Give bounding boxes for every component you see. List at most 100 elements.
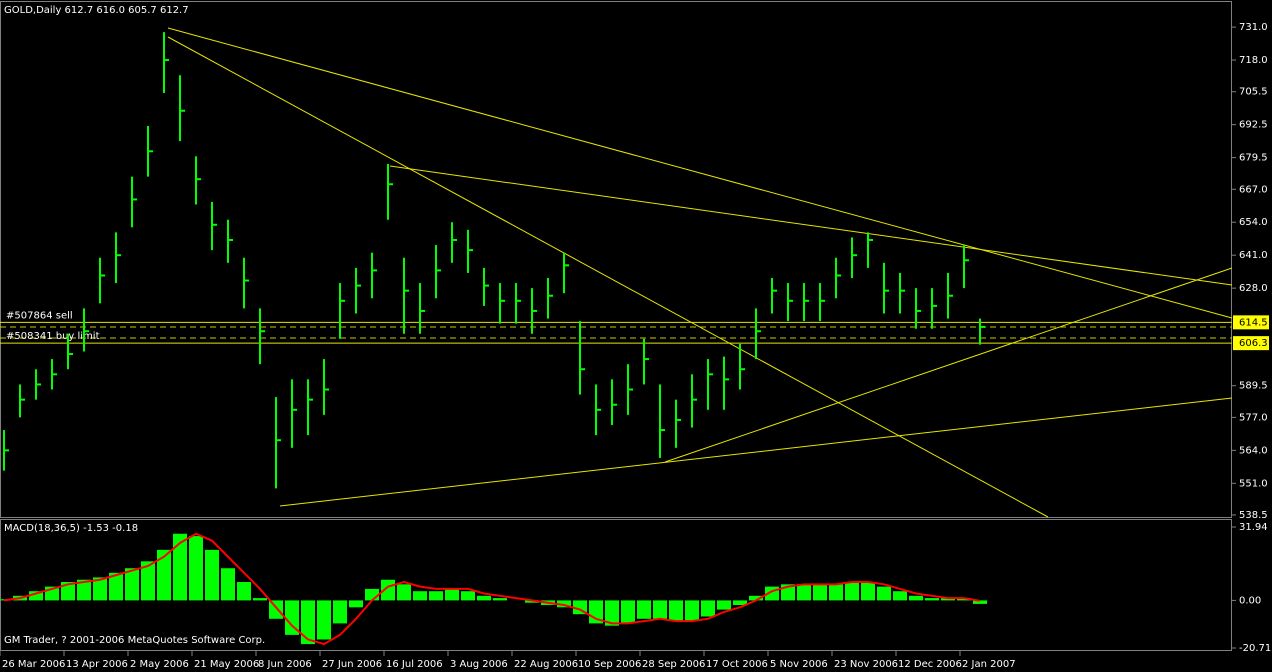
y-tick-label: 538.5	[1239, 510, 1268, 521]
histogram-bar	[77, 579, 91, 601]
y-tick-label: 0.00	[1239, 595, 1261, 606]
macd-title: MACD(18,36,5) -1.53 -0.18	[4, 523, 138, 534]
histogram-bar	[557, 600, 571, 608]
histogram-bar	[669, 600, 683, 622]
chart-title: GOLD,Daily 612.7 616.0 605.7 612.7	[4, 5, 189, 16]
histogram-bar	[829, 584, 843, 601]
histogram-bar	[413, 591, 427, 601]
histogram-bar	[461, 591, 475, 601]
histogram-bar	[333, 600, 347, 624]
y-tick-label: 31.94	[1239, 522, 1268, 533]
histogram-bar	[797, 584, 811, 601]
y-tick-label: 692.5	[1239, 120, 1268, 131]
x-tick-label: 27 Jun 2006	[322, 659, 382, 670]
histogram-bar	[141, 561, 155, 601]
y-tick-label: 564.0	[1239, 445, 1268, 456]
trend-line	[279, 397, 1233, 507]
y-tick-label: 654.0	[1239, 217, 1268, 228]
histogram-bar	[957, 598, 971, 601]
histogram-bar	[653, 600, 667, 619]
y-tick-label: 589.5	[1239, 381, 1268, 392]
x-tick-label: 8 Jun 2006	[258, 659, 312, 670]
macd-panel	[0, 519, 1232, 651]
price-box	[1233, 336, 1269, 351]
histogram-bar	[861, 582, 875, 601]
x-tick-label: 22 Aug 2006	[514, 659, 578, 670]
y-tick-label: 679.5	[1239, 153, 1268, 164]
histogram-bar	[637, 600, 651, 619]
histogram-bar	[925, 598, 939, 601]
histogram-bar	[813, 584, 827, 601]
histogram-bar	[109, 572, 123, 601]
histogram-bar	[189, 536, 203, 601]
histogram-bar	[317, 600, 331, 640]
histogram-bar	[285, 600, 299, 635]
histogram-bar	[685, 600, 699, 622]
histogram-bar	[301, 600, 315, 645]
histogram-bar	[445, 588, 459, 601]
histogram-bar	[701, 600, 715, 617]
x-tick-label: 21 May 2006	[194, 659, 259, 670]
histogram-bar	[253, 598, 267, 601]
histogram-bar	[237, 582, 251, 601]
histogram-bar	[365, 588, 379, 601]
histogram-bar	[733, 600, 747, 606]
x-tick-label: 23 Nov 2006	[834, 659, 898, 670]
histogram-bar	[621, 600, 635, 624]
trend-line	[167, 27, 1233, 319]
histogram-bar	[349, 600, 363, 608]
y-tick-label: 577.0	[1239, 412, 1268, 423]
y-tick-label: -20.71	[1239, 643, 1271, 654]
histogram-bar	[477, 595, 491, 601]
x-tick-label: 10 Sep 2006	[578, 659, 641, 670]
histogram-bar	[749, 595, 763, 601]
trend-line	[389, 165, 1233, 286]
x-tick-label: 26 Mar 2006	[2, 659, 65, 670]
x-tick-label: 16 Jul 2006	[386, 659, 443, 670]
histogram-bar	[525, 600, 539, 603]
price-box	[1233, 315, 1269, 330]
histogram-bar	[429, 591, 443, 601]
trend-line	[167, 36, 1049, 518]
histogram-bar	[125, 568, 139, 601]
histogram-bar	[605, 600, 619, 626]
histogram-bar	[973, 600, 987, 604]
histogram-bar	[269, 600, 283, 619]
y-tick-label: 667.0	[1239, 184, 1268, 195]
histogram-bar	[221, 568, 235, 601]
histogram-bar	[397, 584, 411, 601]
x-tick-label: 13 Apr 2006	[66, 659, 128, 670]
histogram-bar	[173, 533, 187, 601]
histogram-bar	[29, 591, 43, 601]
x-tick-label: 2 Jan 2007	[962, 659, 1016, 670]
histogram-bar	[941, 598, 955, 601]
trend-lines	[0, 27, 1233, 518]
price-box-label: 606.3	[1239, 338, 1268, 349]
histogram-bar	[717, 600, 731, 610]
x-tick-label: 3 Aug 2006	[450, 659, 508, 670]
x-tick-label: 2 May 2006	[130, 659, 189, 670]
y-tick-label: 731.0	[1239, 22, 1268, 33]
histogram-bar	[205, 549, 219, 601]
histogram-bar	[93, 577, 107, 601]
copyright: GM Trader, ? 2001-2006 MetaQuotes Softwa…	[4, 635, 265, 646]
y-tick-label: 705.5	[1239, 87, 1268, 98]
histogram-bar	[845, 582, 859, 601]
price-box-label: 614.5	[1239, 317, 1268, 328]
y-tick-label: 551.0	[1239, 478, 1268, 489]
histogram-bar	[893, 591, 907, 601]
order-label: #507864 sell	[6, 310, 73, 321]
price-panel	[0, 1, 1232, 518]
histogram-bar	[61, 582, 75, 601]
y-tick-label: 628.0	[1239, 283, 1268, 294]
x-tick-label: 17 Oct 2006	[706, 659, 768, 670]
histogram-bar	[909, 595, 923, 601]
histogram-bar	[157, 549, 171, 601]
order-label: #508341 buy limit	[6, 331, 100, 342]
x-tick-label: 5 Nov 2006	[770, 659, 828, 670]
y-tick-label: 641.0	[1239, 250, 1268, 261]
x-tick-label: 12 Dec 2006	[898, 659, 962, 670]
trend-line	[664, 267, 1233, 463]
